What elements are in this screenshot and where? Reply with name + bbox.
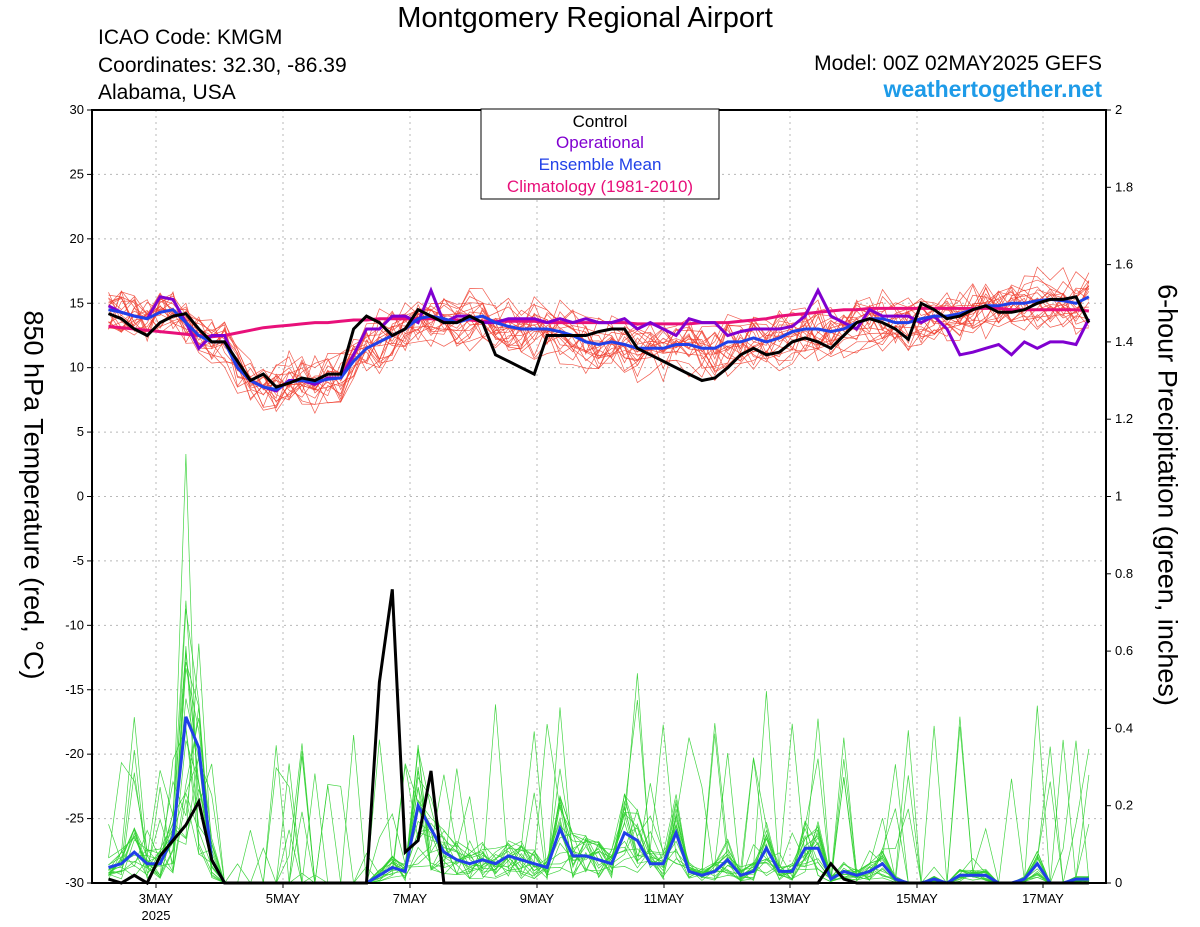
tick-label-right: 0 xyxy=(1115,875,1122,890)
axis-ticks: 302520151050-5-10-15-20-25-3021.81.61.41… xyxy=(65,102,1133,923)
tick-label-left: 5 xyxy=(77,424,84,439)
temp-member-line xyxy=(108,271,1090,394)
tick-label-right: 1.2 xyxy=(1115,411,1133,426)
tick-label-right: 0.2 xyxy=(1115,798,1133,813)
icao-code: ICAO Code: KMGM xyxy=(98,26,283,49)
temp-member-line xyxy=(108,283,1089,397)
y-axis-label-right: 6-hour Precipitation (green, inches) xyxy=(1152,284,1183,706)
precip-member-line xyxy=(108,652,1090,884)
tick-label-x: 17MAY xyxy=(1022,891,1064,906)
page-title: Montgomery Regional Airport xyxy=(397,2,773,34)
temp-ensemble-mean-line xyxy=(108,295,1090,392)
location: Alabama, USA xyxy=(98,81,236,104)
tick-label-left: 0 xyxy=(77,489,84,504)
brand-link[interactable]: weathertogether.net xyxy=(883,76,1102,102)
precip-member-line xyxy=(108,600,1089,884)
legend-operational: Operational xyxy=(556,133,644,152)
temp-control-line xyxy=(107,295,1091,389)
precip-member-line xyxy=(108,643,1089,884)
temp-member-line xyxy=(108,281,1090,401)
tick-label-left: 10 xyxy=(70,360,84,375)
precip-ensemble-mean-line xyxy=(108,716,1089,885)
tick-label-x: 15MAY xyxy=(896,891,938,906)
tick-label-year: 2025 xyxy=(142,908,171,923)
plot-frame xyxy=(91,109,1107,884)
legend-box xyxy=(480,108,720,200)
grid-lines xyxy=(92,110,1106,883)
tick-label-right: 1.4 xyxy=(1115,334,1133,349)
coordinates: Coordinates: 32.30, -86.39 xyxy=(98,54,347,77)
tick-label-right: 0.4 xyxy=(1115,720,1133,735)
precip-member-line xyxy=(108,707,1089,884)
legend-control: Control xyxy=(573,112,628,131)
legend: Control Operational Ensemble Mean Climat… xyxy=(480,108,720,200)
tick-label-x: 9MAY xyxy=(520,891,555,906)
precip-member-line xyxy=(108,691,1089,884)
temp-member-line xyxy=(108,298,1089,405)
tick-label-left: -15 xyxy=(65,682,84,697)
legend-climatology: Climatology (1981-2010) xyxy=(507,177,693,196)
tick-label-right: 1 xyxy=(1115,489,1122,504)
tick-label-left: -20 xyxy=(65,746,84,761)
legend-ensemble-mean: Ensemble Mean xyxy=(539,155,662,174)
tick-label-right: 1.8 xyxy=(1115,179,1133,194)
temp-member-line xyxy=(108,291,1090,408)
tick-label-left: -30 xyxy=(65,875,84,890)
temp-member-line xyxy=(108,297,1090,403)
tick-label-left: -5 xyxy=(72,553,84,568)
y-axis-label-left: 850 hPa Temperature (red, °C) xyxy=(18,310,49,680)
tick-label-left: 30 xyxy=(70,102,84,117)
tick-label-right: 1.6 xyxy=(1115,257,1133,272)
series-lines xyxy=(107,286,1091,886)
tick-label-left: 25 xyxy=(70,166,84,181)
model-run: Model: 00Z 02MAY2025 GEFS xyxy=(814,52,1102,75)
tick-label-left: 15 xyxy=(70,295,84,310)
tick-label-x: 7MAY xyxy=(393,891,428,906)
ensemble-members xyxy=(108,266,1090,884)
tick-label-right: 0.8 xyxy=(1115,566,1133,581)
tick-label-right: 0.6 xyxy=(1115,643,1133,658)
tick-label-x: 3MAY xyxy=(139,891,174,906)
tick-label-x: 13MAY xyxy=(769,891,811,906)
precip-member-line xyxy=(108,717,1089,884)
precip-member-line xyxy=(108,698,1090,884)
precip-member-line xyxy=(108,700,1089,884)
temp-member-line xyxy=(108,287,1090,398)
tick-label-left: 20 xyxy=(70,231,84,246)
precip-control-line xyxy=(108,589,1089,886)
tick-label-right: 2 xyxy=(1115,102,1122,117)
tick-label-left: -25 xyxy=(65,811,84,826)
tick-label-left: -10 xyxy=(65,617,84,632)
tick-label-x: 11MAY xyxy=(644,891,685,906)
tick-label-x: 5MAY xyxy=(266,891,301,906)
